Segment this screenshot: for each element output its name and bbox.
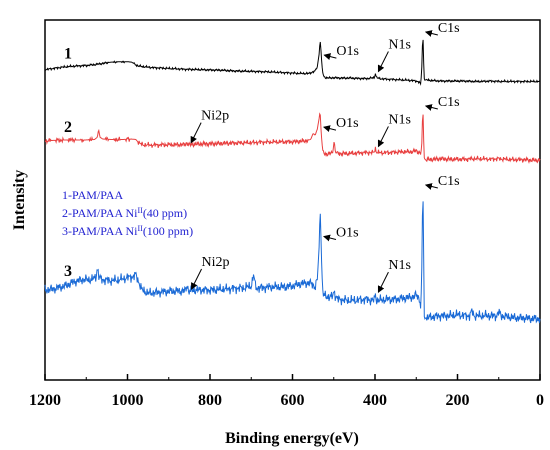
annotation-arrow	[424, 30, 438, 37]
x-axis-title: Binding energy(eV)	[225, 430, 359, 447]
legend: 1-PAM/PAA 2-PAM/PAA NiII(40 ppm) 3-PAM/PAA…	[62, 188, 193, 238]
series-layer: 1 2 3	[44, 39, 541, 324]
peak-annotation: N1s	[377, 37, 411, 73]
annotation-arrow	[323, 53, 337, 60]
annotation-arrow	[322, 234, 337, 242]
annotation-label: Ni2p	[201, 109, 229, 124]
series-line-3	[44, 201, 541, 324]
annotation-arrow	[377, 126, 389, 148]
annotation-label: N1s	[388, 258, 411, 273]
series-line-1	[44, 39, 541, 86]
annotation-arrow	[191, 268, 202, 290]
peak-annotation: C1s	[424, 21, 460, 37]
annotation-label: O1s	[336, 44, 359, 59]
series-line-2	[44, 112, 541, 165]
legend-superscript: II	[137, 224, 143, 233]
x-tick-label: 600	[281, 392, 305, 409]
x-tick-label: 800	[198, 392, 222, 409]
annotation-arrow	[190, 122, 202, 144]
legend-suffix: (40 ppm)	[143, 206, 187, 220]
annotation-label: Ni2p	[202, 255, 230, 270]
y-axis-title: Intensity	[11, 170, 28, 230]
peak-annotation: N1s	[377, 258, 411, 294]
annotation-arrow	[377, 51, 389, 73]
annotation-arrow	[424, 104, 438, 111]
legend-entry: 1-PAM/PAA	[62, 188, 123, 202]
peak-annotation: C1s	[424, 95, 460, 111]
peak-annotation: C1s	[424, 174, 460, 190]
annotation-label: N1s	[388, 37, 411, 52]
x-tick-label: 200	[446, 392, 470, 409]
annotation-label: C1s	[438, 21, 460, 36]
legend-entry: 3-PAM/PAA NiII(100 ppm)	[62, 224, 193, 239]
x-tick-label: 1200	[29, 392, 61, 409]
annotation-arrow	[322, 125, 337, 133]
peak-annotation: O1s	[322, 116, 359, 133]
annotation-label: C1s	[438, 95, 460, 110]
x-axis: 1200 1000 800 600 400 200 0	[29, 374, 544, 409]
annotation-label: N1s	[388, 112, 411, 127]
x-tick-label: 400	[363, 392, 387, 409]
legend-entry: 2-PAM/PAA NiII(40 ppm)	[62, 206, 187, 221]
peak-annotation: Ni2p	[190, 109, 229, 144]
peak-annotation: O1s	[323, 44, 359, 60]
x-tick-label: 0	[536, 392, 544, 409]
peak-annotation: Ni2p	[191, 255, 230, 290]
annotation-label: O1s	[336, 116, 359, 131]
series-number-1: 1	[64, 45, 72, 62]
legend-suffix: (100 ppm)	[143, 224, 193, 238]
annotation-layer: O1s N1s C1s Ni2p O1s N1s C1s O1s C1s Ni2p N1s	[190, 21, 460, 294]
legend-superscript: II	[137, 206, 143, 215]
annotation-label: C1s	[438, 174, 460, 189]
annotation-label: O1s	[336, 226, 359, 241]
annotation-arrow	[424, 183, 438, 190]
peak-annotation: O1s	[322, 226, 359, 242]
annotation-arrow	[377, 271, 389, 294]
peak-annotation: N1s	[377, 112, 411, 148]
x-tick-label: 1000	[112, 392, 144, 409]
series-number-3: 3	[64, 263, 72, 280]
series-number-2: 2	[64, 119, 72, 136]
